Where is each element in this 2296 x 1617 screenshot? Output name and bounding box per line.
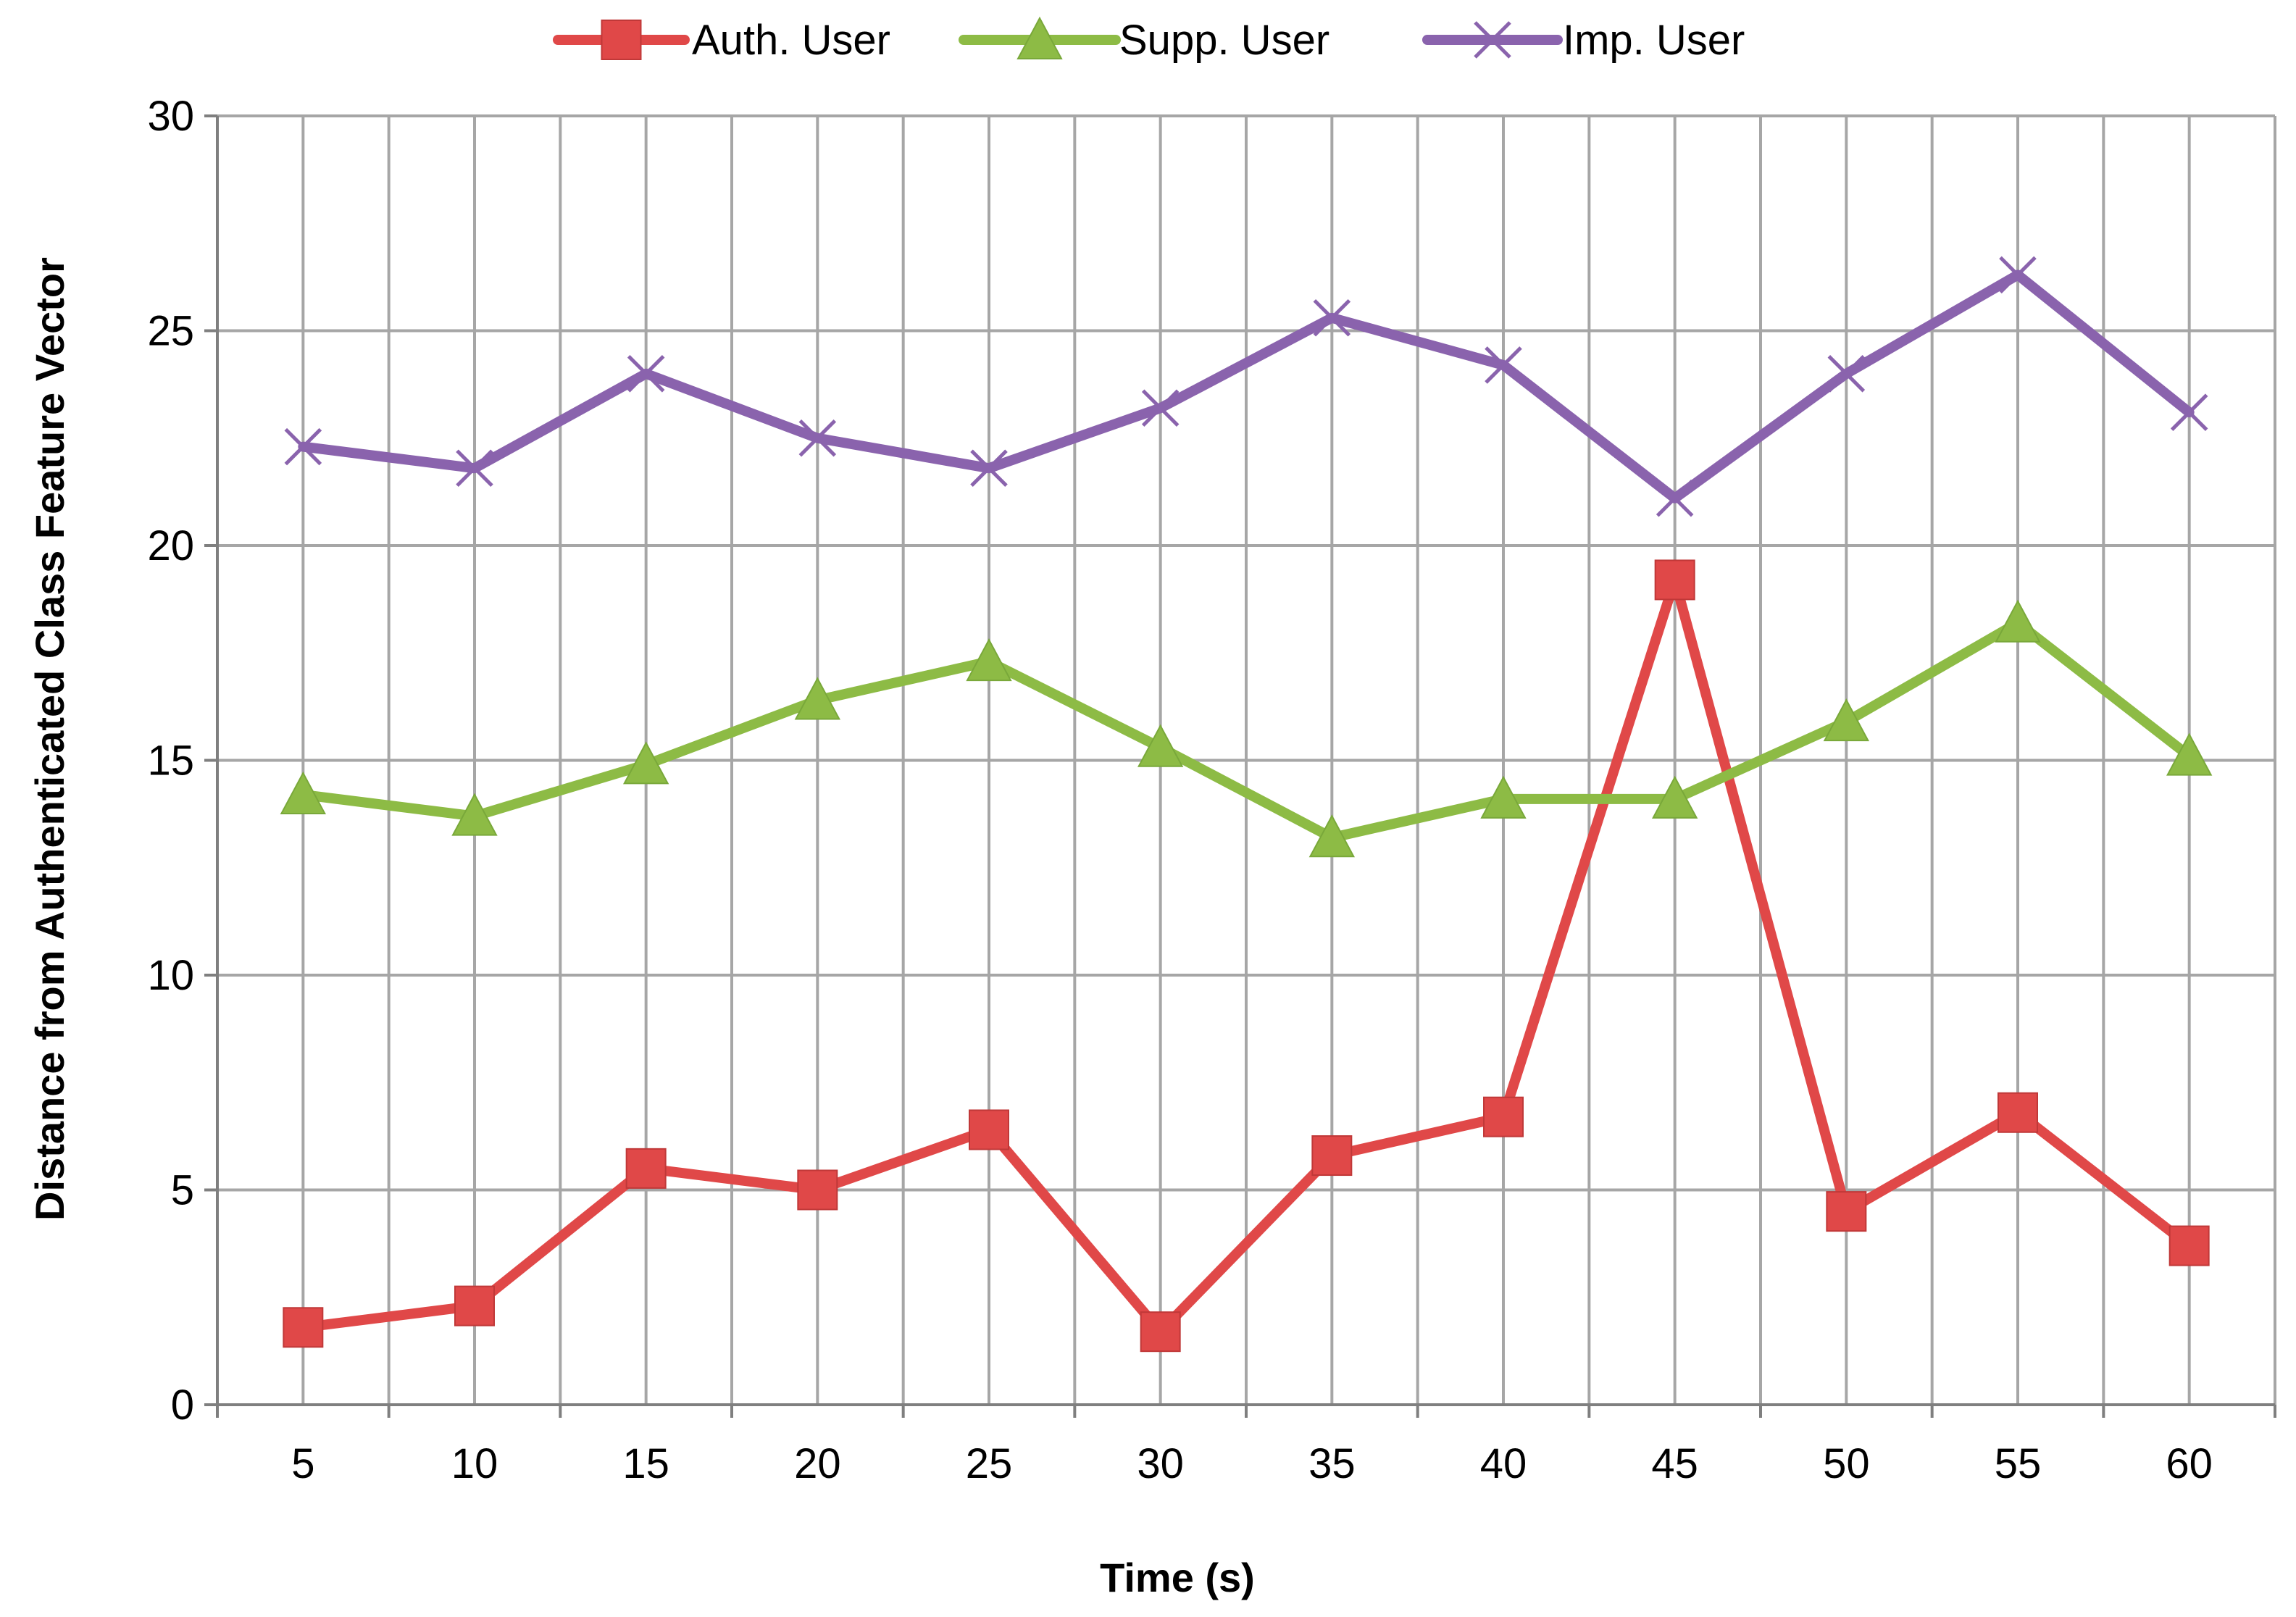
x-marker-stroke	[1999, 256, 2037, 294]
data-point-auth-user	[1997, 1092, 2038, 1133]
series-line-imp-user	[298, 270, 2195, 504]
y-tick-label: 0	[171, 1382, 194, 1429]
data-point-imp-user	[798, 419, 837, 457]
y-tick-labels: 0 5 10 15 20 25 30	[147, 93, 194, 1429]
x-marker-stroke	[456, 449, 493, 488]
data-point-supp-user	[1823, 698, 1870, 742]
data-point-auth-user	[1483, 1096, 1524, 1137]
series-imp-user	[284, 256, 2208, 517]
data-point-imp-user	[1485, 346, 1522, 384]
legend-item-imp-user: Imp. User	[1422, 17, 1745, 64]
data-point-imp-user	[1141, 389, 1180, 427]
series	[280, 256, 2213, 1353]
data-point-imp-user	[627, 355, 665, 393]
data-point-supp-user	[2166, 732, 2213, 776]
y-tick-label: 5	[171, 1167, 194, 1214]
series-supp-user	[280, 599, 2213, 858]
data-point-imp-user	[1827, 355, 1866, 393]
x-tick-label: 60	[2166, 1440, 2213, 1487]
x-tick-label: 40	[1480, 1440, 1527, 1487]
x-marker-stroke	[627, 355, 665, 393]
x-tick-label: 35	[1308, 1440, 1356, 1487]
y-tick-label: 30	[147, 93, 194, 140]
data-point-auth-user	[2168, 1225, 2210, 1266]
data-point-imp-user	[456, 449, 493, 488]
data-point-supp-user	[451, 793, 498, 836]
data-point-auth-user	[1654, 559, 1695, 601]
data-point-supp-user	[1480, 775, 1527, 819]
data-point-imp-user	[2170, 393, 2208, 431]
x-marker-stroke	[1656, 480, 1694, 517]
data-point-imp-user	[1656, 480, 1694, 517]
data-point-imp-user	[1313, 298, 1351, 337]
legend-swatch-marker	[1474, 21, 1511, 59]
gridlines	[216, 114, 2276, 1406]
legend-label: Auth. User	[692, 17, 890, 64]
y-tick-label: 25	[147, 308, 194, 355]
data-point-auth-user	[454, 1285, 495, 1326]
x-tick-label: 50	[1823, 1440, 1870, 1487]
y-tick-label: 20	[147, 522, 194, 569]
series-line-auth-user	[298, 574, 2195, 1337]
x-tick-label: 20	[794, 1440, 841, 1487]
legend-swatch-marker	[601, 20, 642, 60]
y-tick-label: 15	[147, 738, 194, 785]
legend-swatch-marker	[1016, 16, 1063, 59]
x-tick-label: 15	[622, 1440, 669, 1487]
series-line-supp-user	[298, 617, 2195, 843]
data-point-imp-user	[970, 449, 1008, 488]
x-tick-label: 45	[1651, 1440, 1698, 1487]
legend-item-supp-user: Supp. User	[959, 16, 1329, 64]
x-axis-title: Time (s)	[1100, 1555, 1255, 1600]
data-point-auth-user	[625, 1148, 667, 1189]
axes	[204, 114, 2276, 1418]
x-tick-label: 55	[1995, 1440, 2042, 1487]
x-tick-label: 10	[451, 1440, 498, 1487]
x-marker-stroke	[284, 427, 322, 466]
series-auth-user	[283, 559, 2210, 1353]
data-point-supp-user	[622, 741, 669, 785]
legend-label: Supp. User	[1119, 17, 1329, 64]
x-tick-labels: 5 10 15 20 25 30 35 40 45 50 55 60	[291, 1440, 2213, 1487]
legend-item-auth-user: Auth. User	[553, 17, 890, 64]
data-point-supp-user	[794, 677, 841, 720]
x-marker-stroke	[2170, 393, 2208, 431]
legend-label: Imp. User	[1563, 17, 1745, 64]
data-point-auth-user	[969, 1109, 1009, 1150]
x-marker-stroke	[798, 419, 837, 457]
x-marker-stroke	[1485, 346, 1522, 384]
data-point-supp-user	[1995, 599, 2041, 643]
x-tick-label: 5	[291, 1440, 314, 1487]
x-tick-label: 25	[966, 1440, 1013, 1487]
data-point-supp-user	[280, 771, 327, 814]
data-point-auth-user	[797, 1169, 838, 1211]
x-marker-stroke	[1827, 355, 1866, 393]
data-point-supp-user	[1137, 724, 1184, 767]
data-point-supp-user	[1308, 814, 1356, 858]
x-marker-stroke	[1141, 389, 1180, 427]
y-axis-title: Distance from Authenticated Class Featur…	[27, 257, 72, 1221]
data-point-imp-user	[1999, 256, 2037, 294]
x-marker-stroke	[1313, 298, 1351, 337]
legend: Auth. User Supp. User Imp. User	[553, 16, 1745, 64]
x-tick-label: 30	[1137, 1440, 1184, 1487]
data-point-auth-user	[283, 1307, 324, 1348]
x-marker-stroke	[970, 449, 1008, 488]
data-point-auth-user	[1311, 1135, 1353, 1177]
y-tick-label: 10	[147, 952, 194, 999]
data-point-imp-user	[284, 427, 322, 466]
data-point-supp-user	[966, 638, 1012, 682]
data-point-supp-user	[1651, 775, 1698, 819]
data-point-auth-user	[1140, 1311, 1181, 1353]
x-marker-stroke	[1474, 21, 1511, 59]
data-point-auth-user	[1826, 1191, 1867, 1232]
